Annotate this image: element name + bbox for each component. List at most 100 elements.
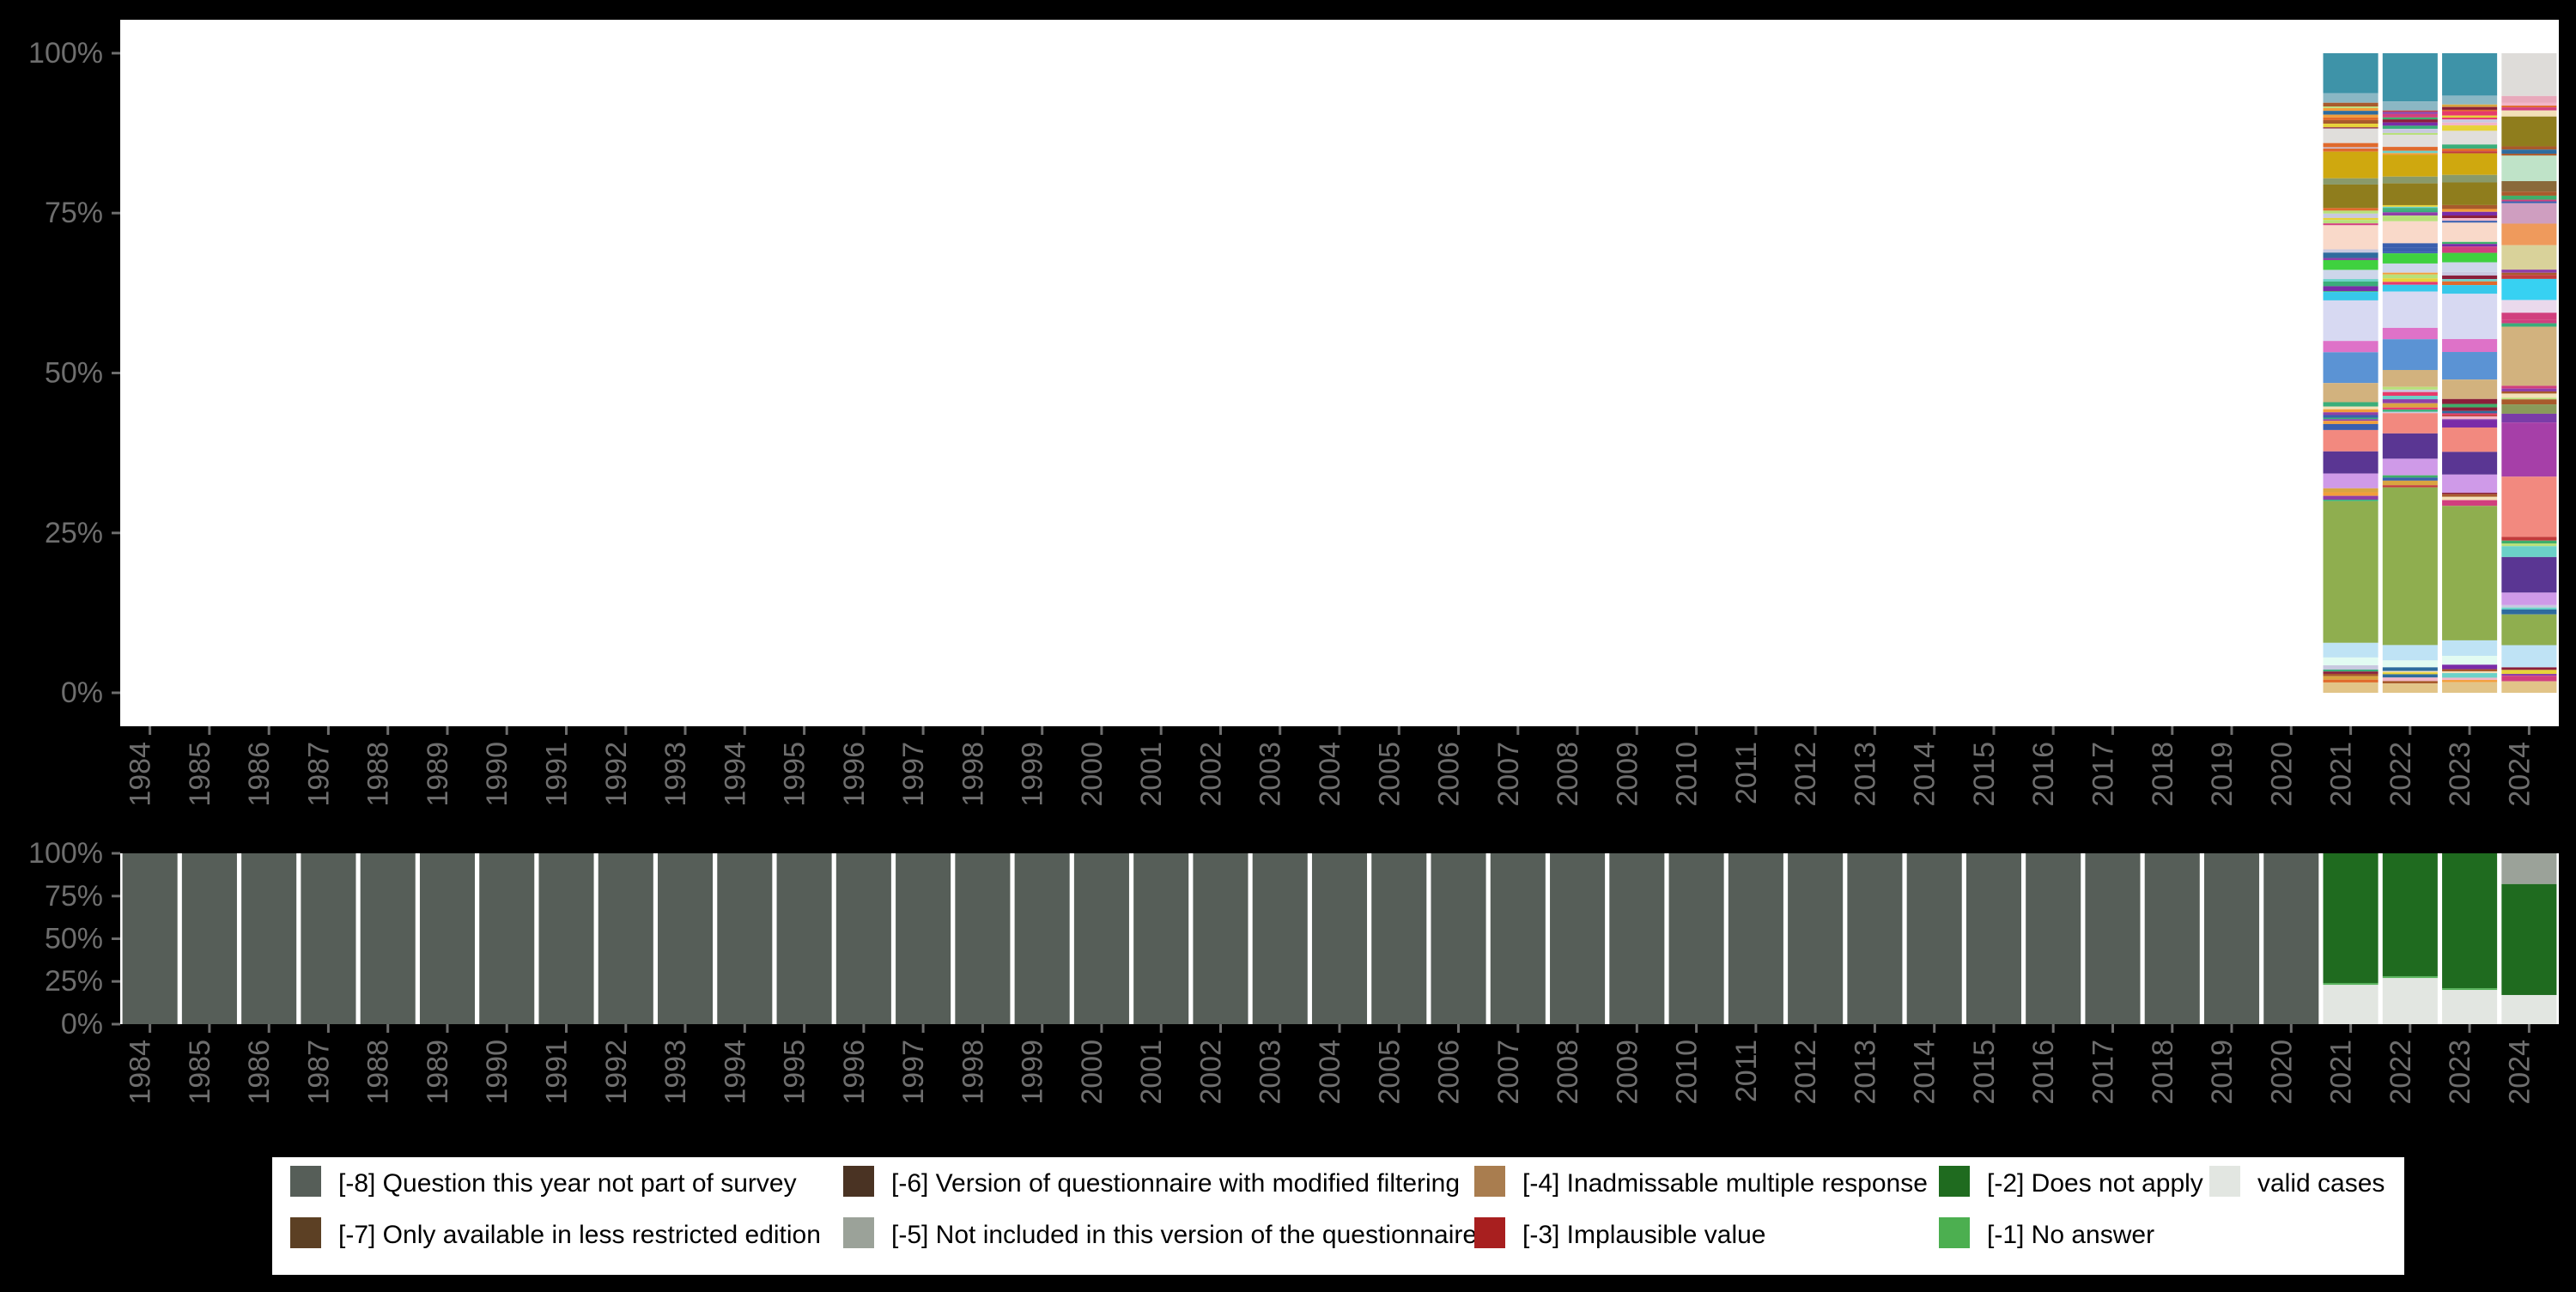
svg-text:1987: 1987 — [302, 742, 335, 807]
svg-text:2005: 2005 — [1373, 1040, 1406, 1105]
svg-text:1997: 1997 — [897, 1040, 930, 1105]
svg-text:2000: 2000 — [1076, 742, 1109, 807]
svg-text:1999: 1999 — [1017, 742, 1049, 807]
svg-text:2023: 2023 — [2444, 1040, 2476, 1105]
svg-text:2001: 2001 — [1135, 742, 1168, 807]
svg-text:[-7] Only available in less re: [-7] Only available in less restricted e… — [338, 1221, 821, 1249]
svg-text:75%: 75% — [45, 880, 103, 913]
svg-text:1990: 1990 — [481, 742, 513, 807]
svg-text:2016: 2016 — [2027, 1040, 2060, 1105]
svg-text:2006: 2006 — [1433, 742, 1466, 807]
svg-text:2009: 2009 — [1611, 1040, 1643, 1105]
svg-text:2003: 2003 — [1255, 742, 1287, 807]
svg-text:2002: 2002 — [1195, 742, 1228, 807]
svg-text:2021: 2021 — [2325, 742, 2358, 807]
svg-text:1998: 1998 — [957, 1040, 989, 1105]
svg-text:[-3] Implausible value: [-3] Implausible value — [1522, 1221, 1765, 1249]
svg-text:2008: 2008 — [1552, 1040, 1584, 1105]
svg-text:2020: 2020 — [2265, 742, 2298, 807]
svg-text:1994: 1994 — [719, 742, 751, 807]
svg-text:2007: 2007 — [1492, 1040, 1525, 1105]
svg-text:1989: 1989 — [422, 742, 454, 807]
svg-text:2022: 2022 — [2385, 742, 2417, 807]
svg-text:2015: 2015 — [1968, 1040, 2001, 1105]
svg-text:2017: 2017 — [2087, 1040, 2120, 1105]
svg-text:2023: 2023 — [2444, 742, 2476, 807]
svg-text:2019: 2019 — [2206, 1040, 2239, 1105]
svg-text:2019: 2019 — [2206, 742, 2239, 807]
svg-text:25%: 25% — [45, 965, 103, 998]
svg-text:1996: 1996 — [838, 1040, 871, 1105]
svg-text:[-2] Does not apply: [-2] Does not apply — [1987, 1169, 2203, 1198]
svg-text:[-6] Version of questionnaire: [-6] Version of questionnaire with modif… — [891, 1169, 1460, 1198]
svg-text:2013: 2013 — [1849, 1040, 1881, 1105]
svg-text:2010: 2010 — [1671, 1040, 1704, 1105]
svg-text:2003: 2003 — [1255, 1040, 1287, 1105]
svg-text:2006: 2006 — [1433, 1040, 1466, 1105]
svg-text:2018: 2018 — [2147, 742, 2179, 807]
svg-text:2024: 2024 — [2503, 742, 2536, 807]
svg-text:1995: 1995 — [779, 1040, 811, 1105]
svg-text:50%: 50% — [45, 923, 103, 955]
svg-text:100%: 100% — [28, 837, 103, 870]
svg-text:1988: 1988 — [362, 1040, 395, 1105]
svg-text:0%: 0% — [61, 1008, 103, 1040]
svg-text:2007: 2007 — [1492, 742, 1525, 807]
svg-text:1992: 1992 — [600, 742, 633, 807]
svg-text:1997: 1997 — [897, 742, 930, 807]
svg-text:2016: 2016 — [2027, 742, 2060, 807]
svg-text:2001: 2001 — [1135, 1040, 1168, 1105]
svg-text:1985: 1985 — [184, 742, 216, 807]
svg-text:valid cases: valid cases — [2257, 1169, 2385, 1198]
svg-text:1999: 1999 — [1017, 1040, 1049, 1105]
svg-text:2012: 2012 — [1789, 1040, 1822, 1105]
svg-text:1991: 1991 — [541, 742, 574, 807]
svg-text:1994: 1994 — [719, 1040, 751, 1105]
svg-text:2014: 2014 — [1909, 742, 1941, 807]
svg-text:1985: 1985 — [184, 1040, 216, 1105]
svg-text:2011: 2011 — [1730, 1040, 1763, 1102]
svg-text:2014: 2014 — [1909, 1040, 1941, 1105]
svg-text:2020: 2020 — [2265, 1040, 2298, 1105]
svg-text:2000: 2000 — [1076, 1040, 1109, 1105]
svg-text:1986: 1986 — [243, 1040, 276, 1105]
svg-text:2015: 2015 — [1968, 742, 2001, 807]
svg-text:1995: 1995 — [779, 742, 811, 807]
svg-text:1990: 1990 — [481, 1040, 513, 1105]
svg-text:2010: 2010 — [1671, 742, 1704, 807]
svg-text:1987: 1987 — [302, 1040, 335, 1105]
svg-text:[-5] Not included in this vers: [-5] Not included in this version of the… — [891, 1221, 1477, 1249]
svg-text:2008: 2008 — [1552, 742, 1584, 807]
svg-text:2021: 2021 — [2325, 1040, 2358, 1105]
svg-text:1986: 1986 — [243, 742, 276, 807]
svg-text:1992: 1992 — [600, 1040, 633, 1105]
svg-text:2012: 2012 — [1789, 742, 1822, 807]
svg-text:1989: 1989 — [422, 1040, 454, 1105]
svg-text:1993: 1993 — [659, 1040, 692, 1105]
svg-text:2002: 2002 — [1195, 1040, 1228, 1105]
svg-text:25%: 25% — [45, 517, 103, 549]
svg-text:2024: 2024 — [2503, 1040, 2536, 1105]
svg-text:100%: 100% — [28, 37, 103, 70]
svg-text:2004: 2004 — [1314, 742, 1346, 807]
svg-text:1998: 1998 — [957, 742, 989, 807]
svg-text:2004: 2004 — [1314, 1040, 1346, 1105]
svg-text:1988: 1988 — [362, 742, 395, 807]
svg-text:2017: 2017 — [2087, 742, 2120, 807]
svg-text:0%: 0% — [61, 676, 103, 709]
svg-text:50%: 50% — [45, 357, 103, 390]
svg-text:1996: 1996 — [838, 742, 871, 807]
svg-text:1984: 1984 — [125, 1040, 157, 1105]
svg-text:[-8] Question this year not pa: [-8] Question this year not part of surv… — [338, 1169, 797, 1198]
svg-text:[-1] No answer: [-1] No answer — [1987, 1221, 2154, 1249]
svg-text:2022: 2022 — [2385, 1040, 2417, 1105]
svg-text:75%: 75% — [45, 197, 103, 229]
svg-text:1991: 1991 — [541, 1040, 574, 1105]
svg-text:2013: 2013 — [1849, 742, 1881, 807]
svg-text:2009: 2009 — [1611, 742, 1643, 807]
svg-text:1993: 1993 — [659, 742, 692, 807]
svg-text:[-4] Inadmissable multiple res: [-4] Inadmissable multiple response — [1522, 1169, 1928, 1198]
svg-text:2011: 2011 — [1730, 742, 1763, 804]
svg-text:1984: 1984 — [125, 742, 157, 807]
svg-text:2018: 2018 — [2147, 1040, 2179, 1105]
